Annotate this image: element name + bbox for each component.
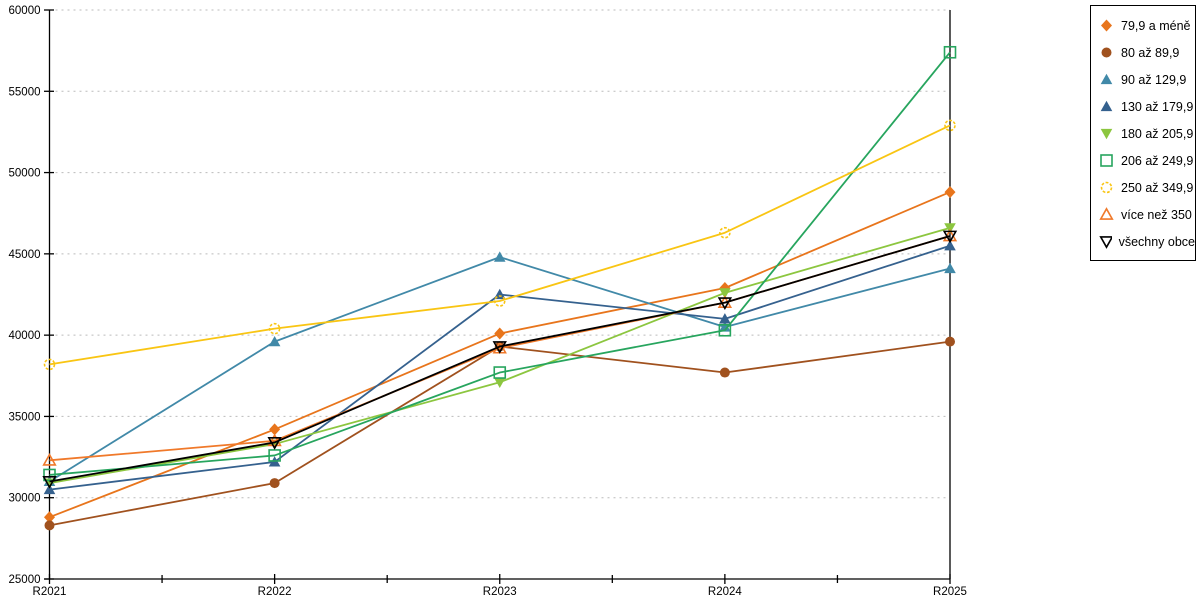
data-point-marker: [944, 223, 956, 234]
data-point-marker: [493, 295, 506, 307]
data-point-marker: [44, 520, 55, 531]
legend-item: více než 350: [1091, 201, 1195, 228]
legend-item: 80 až 89,9: [1091, 39, 1195, 66]
data-point-marker: [942, 230, 958, 244]
data-point-marker: [944, 262, 956, 274]
data-point-marker: [269, 423, 281, 436]
y-tick-label: 25000: [9, 574, 41, 586]
x-tick-label: R2022: [258, 586, 292, 598]
y-tick-label: 30000: [9, 493, 41, 505]
data-point-marker: [719, 313, 731, 324]
legend-item-label: 79,9 a méně: [1121, 18, 1191, 33]
y-tick-label: 55000: [9, 86, 41, 98]
data-point-marker: [44, 511, 55, 524]
data-point-marker: [944, 119, 956, 132]
legend-item: 180 až 205,9: [1091, 120, 1195, 147]
series-line-5: [49, 51, 951, 476]
legend-item: 250 až 349,9: [1091, 174, 1195, 201]
data-point-marker: [42, 476, 57, 489]
legend-item: 206 až 249,9: [1091, 147, 1195, 174]
open-square-icon: [1100, 154, 1113, 167]
data-point-marker: [719, 367, 730, 378]
data-point-marker: [42, 452, 57, 466]
legend-item-label: 130 až 179,9: [1121, 99, 1194, 114]
open-circle-icon: [1100, 181, 1113, 194]
data-point-marker: [268, 449, 281, 462]
series-line-0: [49, 191, 951, 519]
open-triangle-down-icon: [1099, 236, 1112, 249]
y-tick-label: 60000: [9, 5, 41, 17]
legend-item-label: více než 350: [1121, 207, 1192, 222]
legend: 79,9 a méně 80 až 89,9 90 až 129,9 130 až 1…: [1090, 5, 1196, 261]
y-tick-label: 40000: [9, 330, 41, 342]
legend-item-label: všechny obce: [1118, 234, 1195, 249]
data-point-marker: [43, 468, 56, 482]
data-point-marker: [719, 288, 731, 299]
data-point-marker: [944, 240, 956, 251]
legend-item: 130 až 179,9: [1091, 93, 1195, 120]
y-tick-label: 35000: [9, 411, 41, 423]
data-point-marker: [268, 335, 281, 347]
y-tick-label: 50000: [9, 168, 41, 180]
legend-item-label: 80 až 89,9: [1121, 45, 1180, 60]
open-triangle-up-icon: [1099, 207, 1114, 220]
data-point-marker: [268, 322, 281, 335]
legend-item: 79,9 a méně: [1091, 12, 1195, 39]
data-point-marker: [719, 226, 731, 239]
filled-circle-icon: [1101, 47, 1112, 58]
legend-item: 90 až 129,9: [1091, 66, 1195, 93]
series-line-8: [49, 235, 951, 483]
x-tick-label: R2025: [933, 586, 967, 598]
data-point-marker: [493, 251, 506, 262]
filled-triangle-down-icon: [1100, 128, 1113, 140]
data-point-marker: [267, 437, 282, 450]
legend-item-label: 206 až 249,9: [1121, 153, 1194, 168]
series-line-7: [49, 235, 951, 462]
diamond-icon: [1101, 19, 1112, 32]
data-point-marker: [943, 45, 957, 59]
legend-item-label: 90 až 129,9: [1121, 72, 1187, 87]
data-point-marker: [717, 297, 733, 310]
series-line-6: [49, 124, 951, 366]
data-point-marker: [493, 366, 507, 379]
data-point-marker: [945, 336, 955, 347]
legend-item-label: 250 až 349,9: [1121, 180, 1194, 195]
data-point-marker: [43, 358, 56, 371]
data-point-marker: [719, 321, 731, 332]
data-point-marker: [269, 478, 280, 489]
data-point-marker: [43, 483, 56, 495]
legend-item-label: 180 až 205,9: [1121, 126, 1194, 141]
data-point-marker: [492, 341, 507, 354]
legend-item: všechny obce: [1091, 228, 1195, 255]
x-tick-label: R2024: [708, 586, 742, 598]
x-tick-label: R2023: [483, 586, 517, 598]
filled-triangle-up-icon: [1100, 100, 1113, 112]
data-point-marker: [944, 186, 956, 199]
data-point-marker: [718, 323, 732, 337]
data-point-marker: [494, 327, 506, 340]
x-tick-label: R2021: [33, 586, 67, 598]
filled-triangle-up-icon: [1100, 73, 1113, 85]
series-line-4: [49, 226, 951, 484]
data-point-marker: [493, 377, 506, 388]
y-tick-label: 45000: [9, 249, 41, 261]
